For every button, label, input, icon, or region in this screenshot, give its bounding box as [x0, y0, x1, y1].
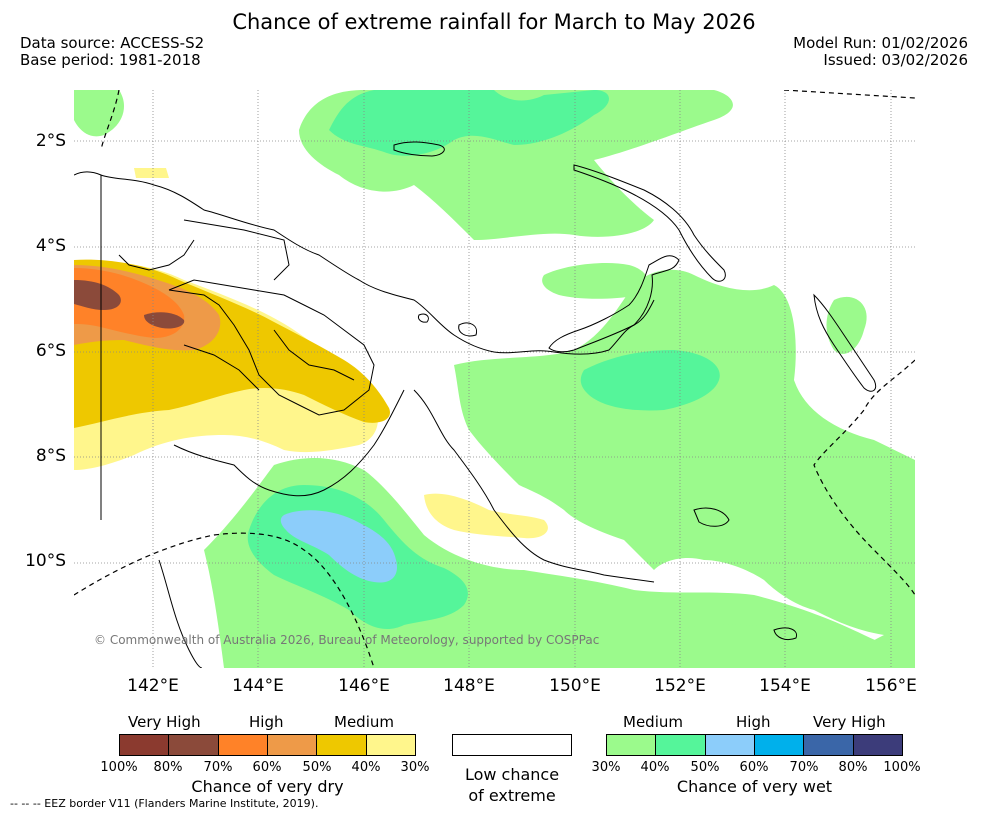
- wet-tick: 70%: [789, 760, 819, 775]
- data-source-info: Data source: ACCESS-S2 Base period: 1981…: [20, 35, 204, 69]
- dry-medium-title: Medium: [334, 713, 394, 731]
- wet-medium-east: [454, 269, 915, 668]
- dry-swatch-6: [365, 735, 415, 755]
- dry-colorbar: [119, 734, 416, 756]
- low-chance-swatch: [452, 734, 572, 756]
- dry-tick: 50%: [302, 760, 332, 775]
- wet-medium-east-edge: [826, 296, 867, 354]
- wet-medium-patch: [542, 263, 648, 299]
- lon-label-156e: 156°E: [865, 676, 917, 696]
- low-chance-caption: Low chance of extreme: [440, 764, 584, 806]
- eez-border-note: -- -- -- EEZ border V11 (Flanders Marine…: [10, 797, 319, 810]
- wet-swatch-3: [704, 735, 754, 755]
- eez-borders: [74, 90, 915, 668]
- wet-medium-southeast: [674, 624, 874, 668]
- wet-swatch-2: [655, 735, 705, 755]
- wet-tick: 50%: [690, 760, 720, 775]
- wet-tick: 60%: [739, 760, 769, 775]
- lat-label-6s: 6°S: [35, 341, 66, 361]
- dry-tick: 100%: [100, 760, 138, 775]
- wet-high-north: [329, 90, 609, 156]
- dry-tick: 60%: [252, 760, 282, 775]
- wet-swatch-4: [753, 735, 804, 755]
- lat-label-8s: 8°S: [35, 446, 66, 466]
- dry-swatch-2: [168, 735, 218, 755]
- wet-tick: 100%: [883, 760, 921, 775]
- copyright-note: © Commonwealth of Australia 2026, Bureau…: [94, 633, 600, 647]
- dry-swatch-4: [266, 735, 317, 755]
- coastlines: [74, 141, 877, 668]
- model-run-info: Model Run: 01/02/2026 Issued: 03/02/2026: [793, 35, 968, 69]
- wet-swatch-6: [852, 735, 902, 755]
- wet-tick: 80%: [838, 760, 868, 775]
- lon-label-148e: 148°E: [443, 676, 495, 696]
- dry-medium-southeast: [424, 493, 548, 539]
- dry-very-high-title: Very High: [128, 713, 201, 731]
- wet-swatch-1: [607, 735, 656, 755]
- dry-tick: 70%: [203, 760, 233, 775]
- low-chance-line: of extreme: [468, 786, 556, 805]
- dry-tick: 80%: [153, 760, 183, 775]
- wet-high-title: High: [736, 713, 771, 731]
- lon-label-146e: 146°E: [338, 676, 390, 696]
- lon-label-142e: 142°E: [127, 676, 179, 696]
- lon-label-152e: 152°E: [654, 676, 706, 696]
- issued-date: Issued: 03/02/2026: [823, 51, 968, 69]
- data-source: Data source: ACCESS-S2: [20, 34, 205, 52]
- dry-very-high-core-2: [144, 312, 185, 329]
- wet-very-high-title: Very High: [813, 713, 886, 731]
- base-period: Base period: 1981-2018: [20, 51, 201, 69]
- lat-label-10s: 10°S: [25, 551, 66, 571]
- dry-medium-north-tip: [134, 168, 169, 178]
- lon-label-144e: 144°E: [232, 676, 284, 696]
- low-chance-line: Low chance: [464, 765, 560, 784]
- dry-swatch-1: [120, 735, 169, 755]
- wet-high-east: [580, 350, 720, 411]
- dry-tick: 30%: [400, 760, 430, 775]
- graticule: [74, 90, 915, 668]
- rainfall-map: [74, 90, 915, 668]
- dry-swatch-3: [217, 735, 267, 755]
- wet-medium-northwest: [74, 90, 124, 137]
- wet-caption: Chance of very wet: [676, 777, 833, 796]
- dry-swatch-5: [316, 735, 366, 755]
- lat-label-2s: 2°S: [35, 131, 66, 151]
- dry-very-high-core: [74, 280, 121, 310]
- dry-high-title: High: [249, 713, 284, 731]
- wet-tick: 40%: [640, 760, 670, 775]
- map-title: Chance of extreme rainfall for March to …: [232, 10, 756, 34]
- wet-tick: 30%: [591, 760, 621, 775]
- wet-very-high-south: [280, 510, 398, 583]
- dry-tick: 40%: [351, 760, 381, 775]
- wet-medium-title: Medium: [623, 713, 683, 731]
- model-run: Model Run: 01/02/2026: [793, 34, 968, 52]
- wet-swatch-5: [803, 735, 853, 755]
- lat-label-4s: 4°S: [35, 236, 66, 256]
- lon-label-154e: 154°E: [759, 676, 811, 696]
- wet-colorbar: [606, 734, 903, 756]
- lon-label-150e: 150°E: [549, 676, 601, 696]
- dry-caption: Chance of very dry: [191, 777, 344, 796]
